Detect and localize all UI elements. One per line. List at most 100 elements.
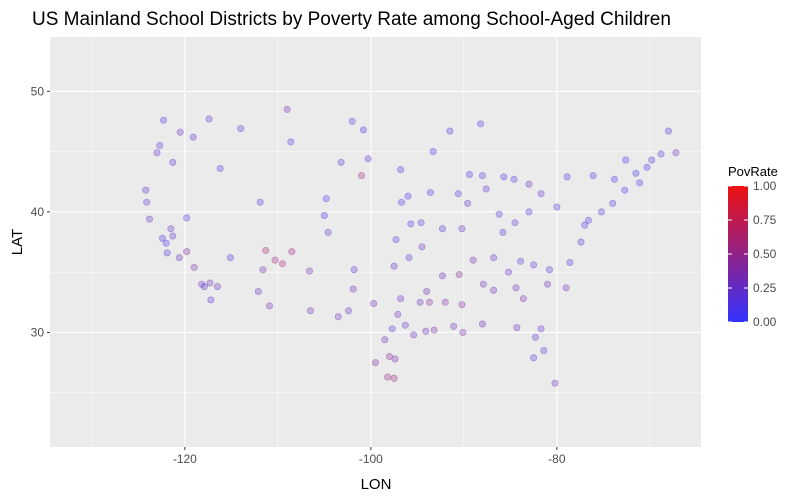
data-point — [632, 169, 640, 177]
legend-tick-label: 0.75 — [753, 213, 777, 227]
data-point — [207, 296, 215, 304]
data-point — [216, 164, 224, 172]
data-point — [259, 266, 267, 274]
data-point — [495, 210, 503, 218]
data-point — [265, 302, 273, 310]
data-point — [530, 354, 538, 362]
x-axis-title: LON — [361, 476, 392, 493]
data-point — [479, 280, 487, 288]
data-point — [490, 286, 498, 294]
data-point — [657, 150, 665, 158]
y-axis-title: LAT — [9, 229, 26, 255]
data-point — [385, 353, 393, 361]
data-point — [237, 125, 245, 133]
x-tick-label: -80 — [548, 452, 566, 466]
data-point — [283, 105, 291, 113]
data-point — [169, 158, 177, 166]
data-point — [500, 173, 508, 181]
data-point — [454, 190, 462, 198]
data-point — [337, 158, 345, 166]
data-point — [288, 248, 296, 256]
data-point — [537, 325, 545, 333]
data-point — [162, 239, 170, 247]
data-point — [143, 198, 151, 206]
data-point — [563, 173, 571, 181]
data-point — [167, 225, 175, 233]
data-point — [622, 156, 630, 164]
data-point — [643, 163, 651, 171]
data-point — [390, 374, 398, 382]
data-point — [450, 322, 458, 330]
plot-panel — [50, 37, 701, 447]
legend-tick-label: 1.00 — [753, 179, 777, 193]
data-point — [305, 267, 313, 275]
data-point — [430, 326, 438, 334]
data-point — [200, 283, 208, 291]
data-point — [159, 234, 167, 242]
data-point — [464, 199, 472, 207]
data-point — [198, 280, 206, 288]
data-point — [426, 189, 434, 197]
data-point — [153, 149, 161, 157]
legend-tick-label: 0.50 — [753, 247, 777, 261]
data-point — [511, 219, 519, 227]
data-point — [581, 221, 589, 229]
data-point — [553, 203, 561, 211]
data-point — [672, 149, 680, 157]
data-point — [589, 172, 597, 180]
y-tick-label: 50 — [31, 84, 45, 98]
data-point — [510, 175, 518, 183]
data-point — [562, 284, 570, 292]
data-point — [183, 214, 191, 222]
data-point — [183, 248, 191, 256]
data-point — [364, 155, 372, 163]
data-point — [531, 333, 539, 341]
data-point — [156, 142, 164, 150]
data-point — [482, 185, 490, 193]
points-layer — [142, 105, 680, 387]
data-point — [271, 256, 279, 264]
data-point — [163, 249, 171, 257]
data-point — [405, 254, 413, 262]
data-point — [537, 190, 545, 198]
data-point — [425, 298, 433, 306]
data-point — [478, 172, 486, 180]
y-tick-label: 40 — [31, 205, 45, 219]
data-point — [422, 327, 430, 335]
data-point — [206, 279, 214, 287]
data-point — [401, 321, 409, 329]
x-tick-label: -120 — [173, 452, 197, 466]
legend-tick-label: 0.00 — [753, 315, 777, 329]
data-point — [390, 262, 398, 270]
data-point — [159, 116, 167, 124]
data-point — [611, 175, 619, 183]
data-point — [478, 320, 486, 328]
data-point — [397, 166, 405, 174]
data-point — [597, 208, 605, 216]
y-axis-ticks: 30 40 50 — [31, 84, 50, 339]
data-point — [584, 216, 592, 224]
legend-colorbar — [728, 186, 748, 322]
data-point — [441, 298, 449, 306]
data-point — [423, 287, 431, 295]
data-point — [371, 359, 379, 367]
data-point — [636, 179, 644, 187]
data-point — [519, 295, 527, 303]
data-point — [513, 324, 521, 332]
data-point — [525, 180, 533, 188]
data-point — [358, 172, 366, 180]
data-point — [504, 268, 512, 276]
data-point — [334, 313, 342, 321]
data-point — [381, 336, 389, 344]
data-point — [388, 325, 396, 333]
data-point — [551, 379, 559, 387]
data-point — [392, 236, 400, 244]
data-point — [190, 263, 198, 271]
legend-tick-label: 0.25 — [753, 281, 777, 295]
data-point — [410, 331, 418, 339]
data-point — [664, 127, 672, 135]
data-point — [404, 192, 412, 200]
data-point — [429, 148, 437, 156]
data-point — [407, 220, 415, 228]
